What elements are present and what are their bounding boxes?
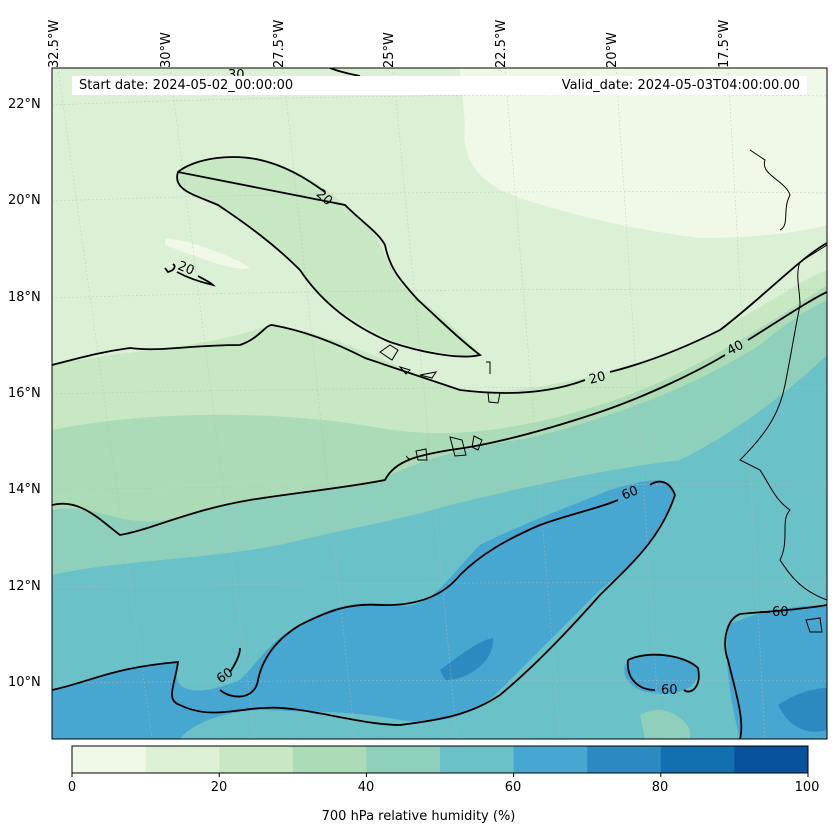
contour-label-20-main: 20: [588, 369, 608, 388]
contour-label-60-c: 60: [772, 605, 789, 620]
colorbar-segment: [440, 746, 515, 773]
lon-label-17-5w: 17.5°W: [717, 19, 732, 68]
map-frame: [51, 67, 828, 740]
colorbar-segment: [145, 746, 220, 773]
lat-label-12n: 12°N: [8, 579, 41, 594]
start-date-label: Start date: 2024-05-02_00:00:00: [79, 78, 294, 93]
contour-label-60-d: 60: [661, 683, 678, 698]
contours: [52, 68, 827, 739]
colorbar-tick-0: 0: [67, 780, 77, 795]
colorbar-segment: [72, 746, 147, 773]
band-70-80-a: [440, 638, 494, 680]
colorbar-segment: [587, 746, 662, 773]
colorbar-segment: [219, 746, 294, 773]
band-70-80-b: [778, 688, 827, 732]
colorbar-title: 700 hPa relative humidity (%): [321, 809, 516, 824]
contour-label-40: 40: [725, 338, 747, 359]
lon-label-30w: 30°W: [159, 32, 174, 68]
lon-label-27-5w: 27.5°W: [272, 19, 287, 68]
colorbar-segment: [292, 746, 367, 773]
lat-label-14n: 14°N: [8, 482, 41, 497]
colorbar-tick-60: 60: [504, 780, 522, 795]
colorbar-frame: [71, 745, 809, 774]
colorbar-segment: [513, 746, 588, 773]
valid-date-label: Valid_date: 2024-05-03T04:00:00.00: [561, 78, 800, 93]
colorbar-tick-40: 40: [357, 780, 375, 795]
lat-label-18n: 18°N: [8, 290, 41, 305]
band-0-10: [460, 68, 827, 238]
colorbar-segment: [734, 746, 809, 773]
lat-label-22n: 22°N: [8, 97, 41, 112]
lat-label-20n: 20°N: [8, 193, 41, 208]
colorbar-tick-80: 80: [651, 780, 669, 795]
band-60-70: [52, 480, 675, 739]
band-50-60: [52, 355, 827, 739]
band-40-50-patch: [640, 710, 690, 739]
colorbar-segment: [366, 746, 441, 773]
band-20-30-blob: [177, 157, 480, 356]
lat-label-16n: 16°N: [8, 386, 41, 401]
contour-label-20-small: 20: [175, 259, 196, 279]
lon-label-32-5w: 32.5°W: [47, 19, 62, 68]
colorbar: [71, 745, 809, 777]
lon-label-22-5w: 22.5°W: [494, 19, 509, 68]
lon-label-25w: 25°W: [382, 32, 397, 68]
gridlines: [52, 68, 827, 739]
colorbar-tick-20: 20: [210, 780, 228, 795]
header-box: Start date: 2024-05-02_00:00:00 Valid_da…: [72, 76, 807, 95]
band-60-70-spot: [624, 654, 699, 694]
lon-label-20w: 20°W: [605, 32, 620, 68]
map-fill-layers: 20 20 20 40 60 60 60 60 30: [52, 68, 827, 739]
colorbar-tick-100: 100: [794, 780, 820, 795]
contour-label-60-a: 60: [620, 483, 641, 503]
lat-label-10n: 10°N: [8, 675, 41, 690]
coastline: [379, 149, 827, 633]
colorbar-segment: [660, 746, 735, 773]
band-0-10-streak: [165, 238, 250, 269]
